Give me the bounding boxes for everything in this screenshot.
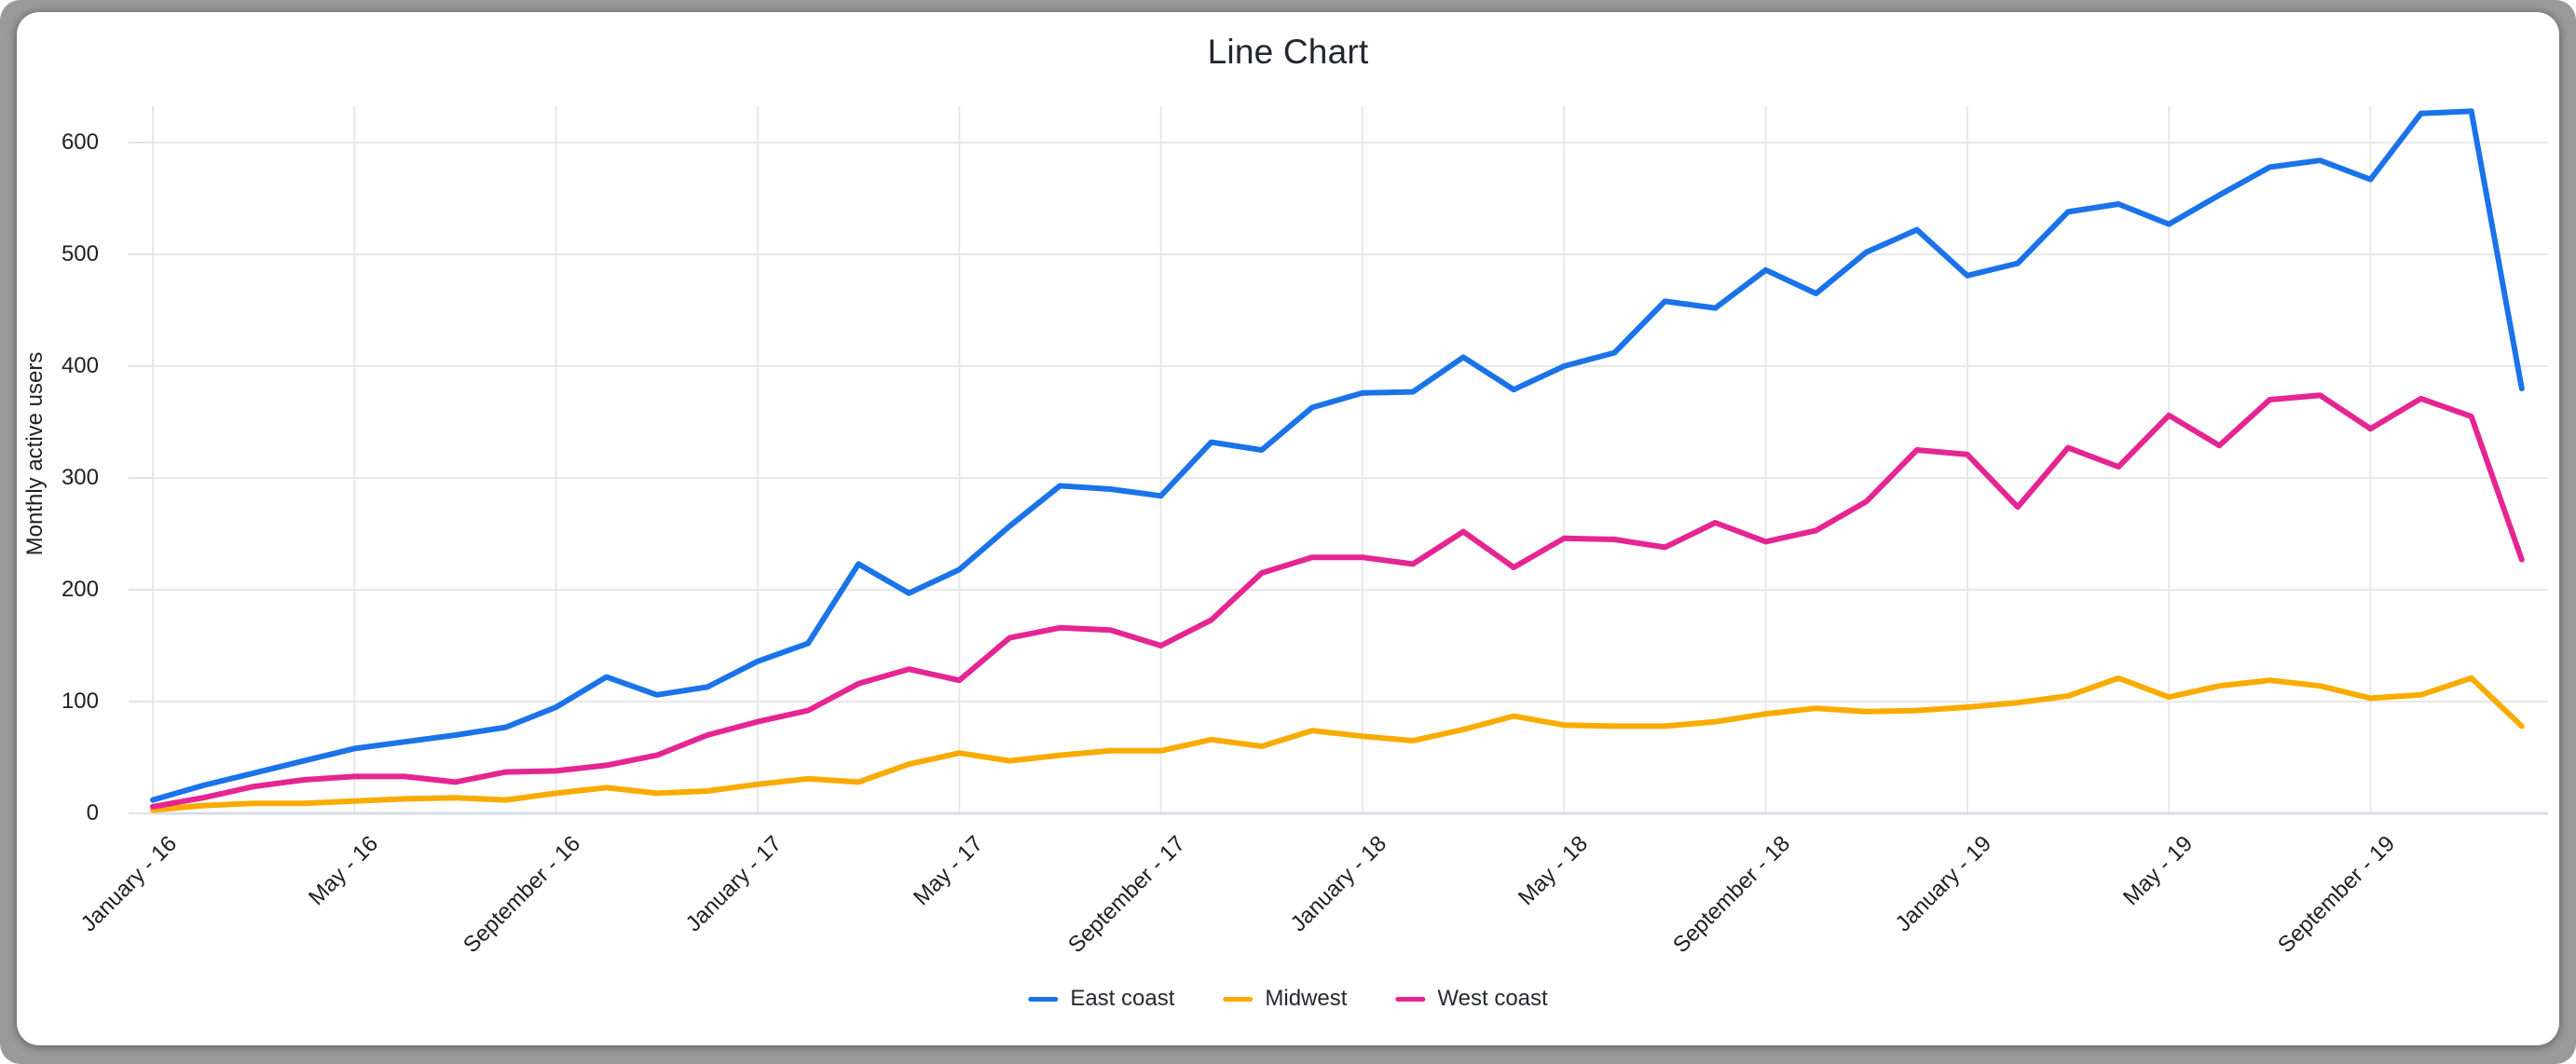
legend-label: West coast bbox=[1437, 986, 1548, 1011]
y-axis-label: 400 bbox=[61, 353, 99, 378]
legend: East coast Midwest West coast bbox=[1028, 986, 1548, 1012]
y-axis-label: 200 bbox=[61, 577, 99, 602]
legend-label: Midwest bbox=[1265, 986, 1348, 1011]
legend-item-east-coast[interactable]: East coast bbox=[1028, 986, 1174, 1012]
legend-swatch-icon bbox=[1223, 996, 1254, 1002]
y-axis-label: 0 bbox=[86, 800, 99, 825]
chart-card bbox=[17, 12, 2559, 1045]
series-line-east-coast[interactable] bbox=[150, 108, 2525, 803]
legend-swatch-icon bbox=[1028, 996, 1059, 1002]
y-axis-label: 100 bbox=[61, 689, 99, 714]
chart-title: Line Chart bbox=[1207, 33, 1369, 71]
y-axis-label: 300 bbox=[61, 465, 99, 490]
legend-swatch-icon bbox=[1395, 996, 1426, 1002]
y-axis-title: Monthly active users bbox=[22, 351, 48, 556]
legend-label: East coast bbox=[1070, 986, 1175, 1011]
legend-item-midwest[interactable]: Midwest bbox=[1223, 986, 1347, 1012]
y-axis-label: 600 bbox=[61, 130, 99, 155]
y-axis-label: 500 bbox=[61, 241, 99, 266]
series-line-west-coast[interactable] bbox=[150, 392, 2525, 810]
series-line-midwest[interactable] bbox=[150, 675, 2525, 813]
legend-item-west-coast[interactable]: West coast bbox=[1395, 986, 1548, 1012]
